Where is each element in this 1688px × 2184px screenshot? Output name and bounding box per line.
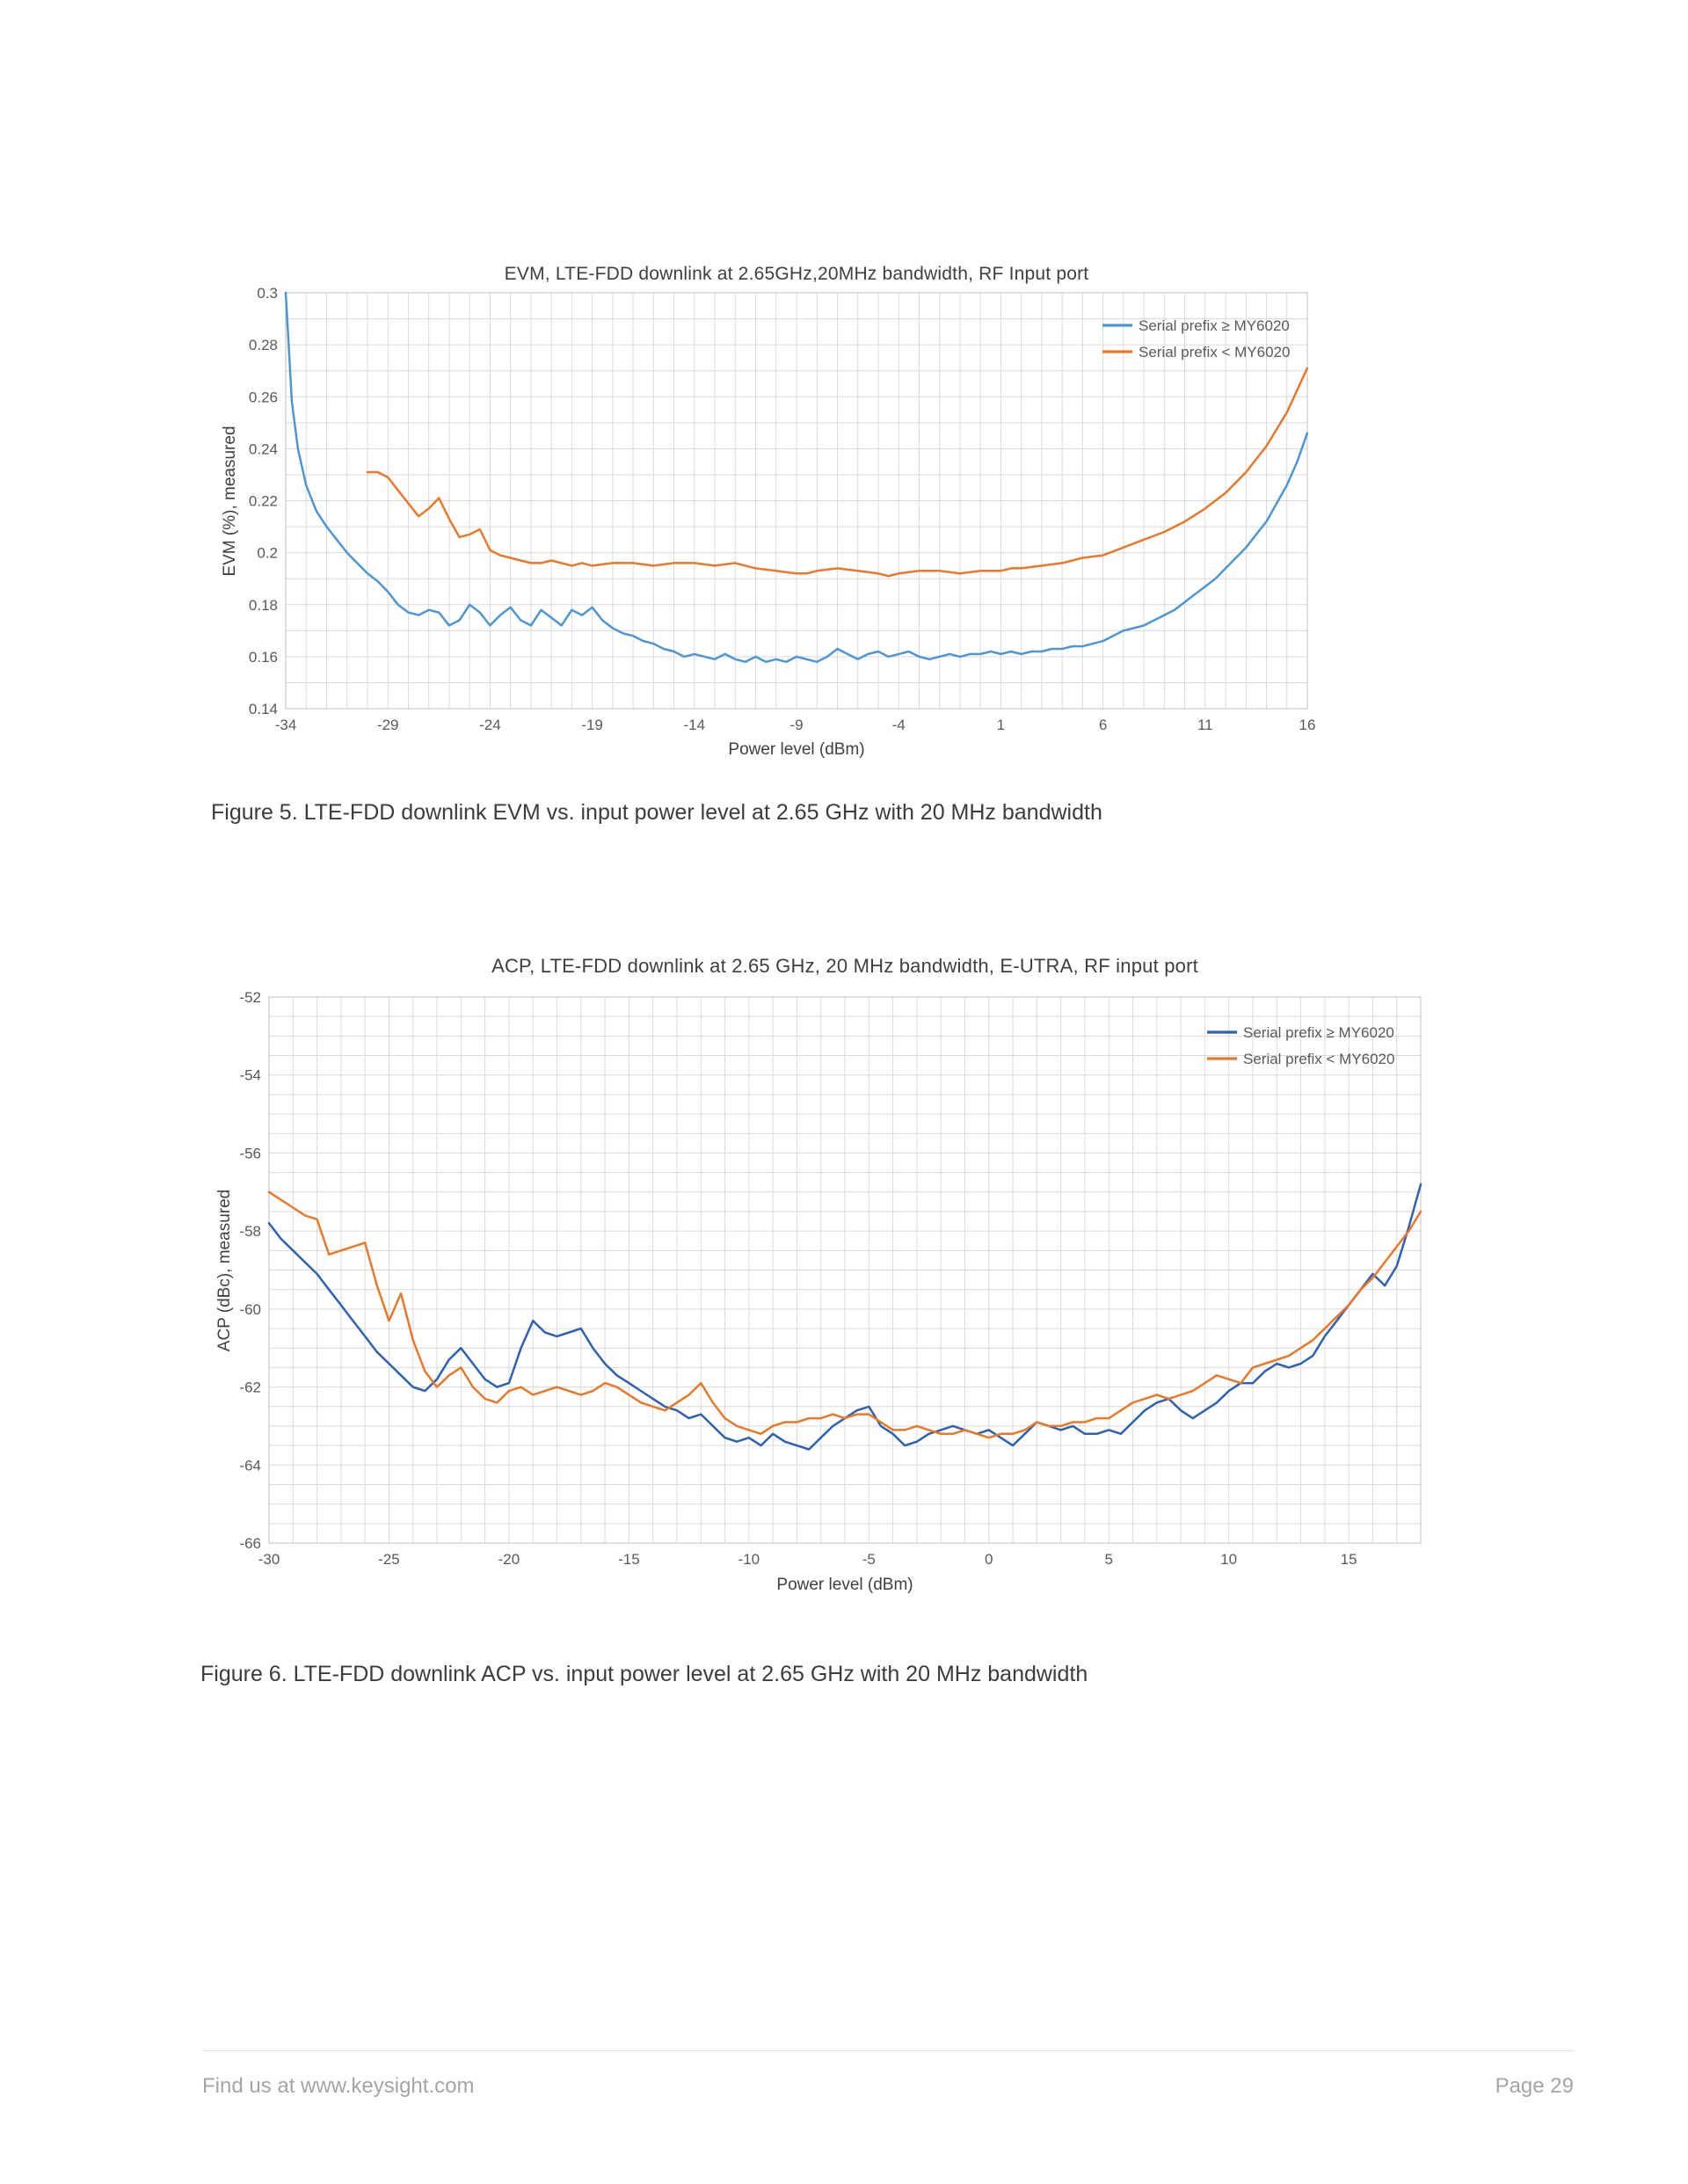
y-tick-label: 0.2 [257, 545, 278, 562]
y-tick-label: -54 [239, 1067, 261, 1084]
y-tick-label: -66 [239, 1535, 261, 1552]
footer-page-number: Page 29 [1495, 2074, 1574, 2098]
x-tick-label: -29 [377, 717, 399, 733]
legend-label-1: Serial prefix < MY6020 [1243, 1051, 1394, 1067]
acp-chart-svg: -30 -25 -20 -15 -10 -5 0 5 10 15 -52 -54 -56 -58 -60 -6… [239, 989, 1422, 1568]
footer: Find us at www.keysight.com Page 29 [202, 2050, 1574, 2099]
y-tick-label: 0.22 [249, 493, 278, 510]
x-tick-label: -9 [789, 717, 803, 733]
acp-x-axis-title: Power level (dBm) [776, 1576, 913, 1594]
acp-chart: ACP, LTE-FDD downlink at 2.65 GHz, 20 MH… [202, 941, 1477, 1605]
x-tick-label: -34 [275, 717, 297, 733]
x-tick-label: -19 [581, 717, 603, 733]
x-tick-label: 5 [1104, 1551, 1112, 1568]
x-tick-label: 11 [1197, 717, 1213, 733]
evm-chart: EVM, LTE-FDD downlink at 2.65GHz,20MHz b… [202, 255, 1372, 778]
y-tick-label: -56 [239, 1145, 261, 1161]
x-tick-label: 0 [985, 1551, 993, 1568]
y-tick-label: 0.14 [249, 701, 278, 717]
grid [268, 996, 1422, 1544]
evm-chart-title: EVM, LTE-FDD downlink at 2.65GHz,20MHz b… [504, 264, 1089, 284]
x-tick-label: -30 [258, 1551, 280, 1568]
axis-tick-labels: -34 -29 -24 -19 -14 -9 -4 1 6 11 160.30.280.260.24… [249, 285, 1316, 733]
y-tick-label: 0.18 [249, 597, 278, 614]
x-tick-label: -24 [479, 717, 501, 733]
legend: Serial prefix ≥ MY6020 Serial prefix < MY… [1102, 317, 1290, 360]
legend: Serial prefix ≥ MY6020 Serial prefix < MY… [1207, 1024, 1394, 1067]
series-line-0 [284, 291, 1309, 664]
y-tick-label: -62 [239, 1380, 261, 1396]
x-tick-label: -15 [618, 1551, 640, 1568]
x-tick-label: 1 [997, 717, 1005, 733]
x-tick-label: 15 [1341, 1551, 1357, 1568]
y-tick-label: 0.16 [249, 649, 278, 666]
y-tick-label: 0.28 [249, 337, 278, 353]
y-tick-label: -60 [239, 1301, 261, 1318]
evm-chart-svg: -34 -29 -24 -19 -14 -9 -4 1 6 11 160.30.280.260.24… [249, 285, 1316, 733]
x-tick-label: -5 [862, 1551, 876, 1568]
legend-label-0: Serial prefix ≥ MY6020 [1139, 317, 1290, 334]
x-tick-label: -20 [498, 1551, 520, 1568]
legend-label-1: Serial prefix < MY6020 [1139, 344, 1290, 360]
grid [285, 292, 1308, 710]
y-tick-label: 0.26 [249, 389, 278, 405]
x-tick-label: 16 [1299, 717, 1316, 733]
plot-border [268, 996, 1422, 1544]
y-tick-label: -64 [239, 1457, 261, 1474]
figure5-caption: Figure 5. LTE-FDD downlink EVM vs. input… [211, 800, 1102, 825]
y-tick-label: 0.3 [257, 285, 278, 302]
y-tick-label: -58 [239, 1223, 261, 1240]
x-tick-label: -10 [738, 1551, 760, 1568]
figure6-caption: Figure 6. LTE-FDD downlink ACP vs. input… [200, 1662, 1088, 1686]
x-tick-label: -25 [378, 1551, 400, 1568]
y-tick-label: 0.24 [249, 440, 278, 457]
legend-label-0: Serial prefix ≥ MY6020 [1243, 1024, 1394, 1041]
series-line-1 [366, 367, 1309, 578]
axis-tick-labels: -30 -25 -20 -15 -10 -5 0 5 10 15 -52 -54 -56 -58 -60 -6… [239, 989, 1357, 1568]
x-tick-label: -14 [684, 717, 706, 733]
acp-chart-title: ACP, LTE-FDD downlink at 2.65 GHz, 20 MH… [491, 955, 1198, 977]
evm-x-axis-title: Power level (dBm) [728, 740, 865, 759]
plot-border [285, 292, 1308, 710]
x-tick-label: 10 [1220, 1551, 1237, 1568]
footer-find-us-text: Find us at www.keysight.com [202, 2074, 475, 2098]
series-line-1 [267, 1190, 1422, 1439]
y-tick-label: -52 [239, 989, 261, 1006]
x-tick-label: -4 [892, 717, 906, 733]
x-tick-label: 6 [1099, 717, 1107, 733]
